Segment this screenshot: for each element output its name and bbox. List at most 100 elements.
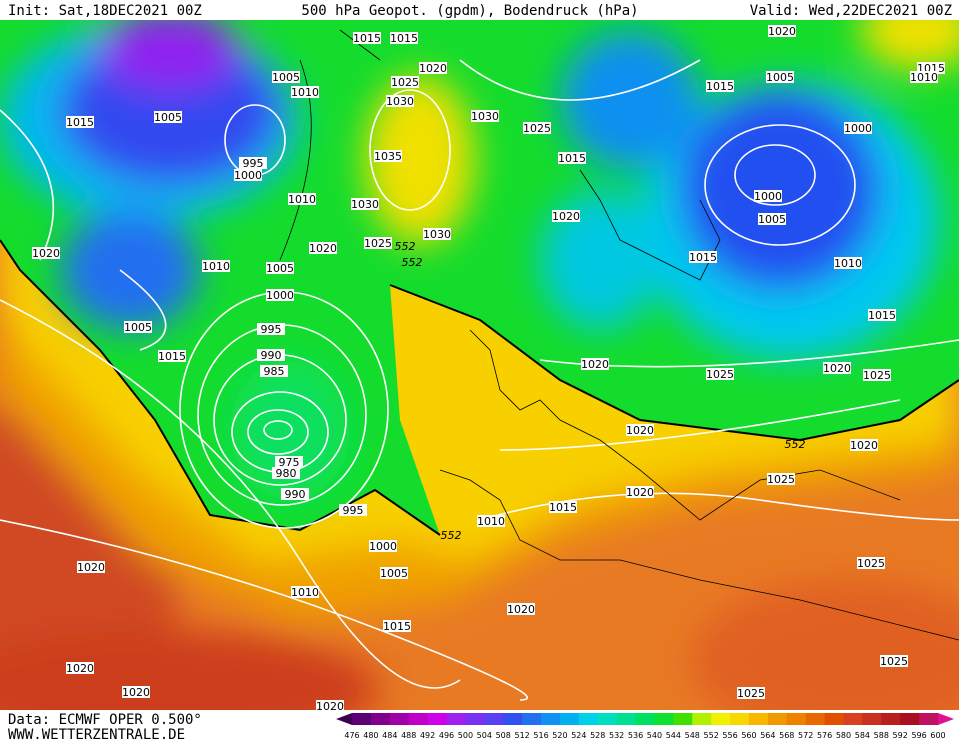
colorbar-arrow-left (336, 713, 352, 725)
label-box (868, 309, 896, 321)
colorbar-box (862, 713, 882, 725)
isobar-label: 1030 (471, 110, 499, 123)
label-box (272, 467, 300, 479)
label-box (910, 71, 938, 83)
label-box (558, 152, 586, 164)
colorbar-box (843, 713, 863, 725)
label-box (122, 686, 150, 698)
label-box (281, 488, 309, 500)
colorbar-box (559, 713, 580, 725)
label-box (857, 557, 885, 569)
label-box (158, 350, 186, 362)
colorbar-label: 548 (685, 731, 700, 740)
label-box (32, 247, 60, 259)
colorbar-label: 528 (590, 731, 605, 740)
isobar-label: 1010 (202, 260, 230, 273)
isobar-label: 1020 (823, 362, 851, 375)
label-box (260, 365, 288, 377)
colorbar-box (541, 713, 561, 725)
height-label: 552 (441, 529, 462, 542)
label-box (202, 260, 230, 272)
data-source: Data: ECMWF OPER 0.500° (8, 712, 202, 728)
colorbar-label: 592 (893, 731, 908, 740)
colorbar-label: 520 (552, 731, 567, 740)
label-box (266, 289, 294, 301)
isobar-label: 1020 (66, 662, 94, 675)
colorbar-box (522, 713, 542, 725)
isobar-label: 1010 (910, 71, 938, 84)
colorbar-label: 516 (533, 731, 548, 740)
label-box (257, 323, 285, 335)
label-box (549, 501, 577, 513)
isobar-label: 1020 (850, 439, 878, 452)
label-box (706, 80, 734, 92)
isobar-label: 1025 (706, 368, 734, 381)
label-box (689, 251, 717, 263)
colorbar-label: 572 (798, 731, 813, 740)
colorbar-label: 544 (666, 731, 681, 740)
label-box (266, 262, 294, 274)
isobar-label: 985 (264, 365, 285, 378)
isobar-label: 1015 (353, 32, 381, 45)
colorbar-box (654, 713, 674, 725)
isobar-label: 1015 (549, 501, 577, 514)
colorbar-label: 560 (741, 731, 756, 740)
isobar-label: 1015 (706, 80, 734, 93)
label-box (626, 486, 654, 498)
isobar-label: 1030 (423, 228, 451, 241)
colorbar-box (692, 713, 712, 725)
colorbar-box (900, 713, 920, 725)
isobar-label: 990 (285, 488, 306, 501)
isobar-label: 1000 (754, 190, 782, 203)
label-box (507, 603, 535, 615)
isobar-label: 1020 (122, 686, 150, 699)
label-box (391, 76, 419, 88)
isobar-label: 1025 (880, 655, 908, 668)
label-box (758, 213, 786, 225)
label-box (766, 71, 794, 83)
isobar-label: 1015 (66, 116, 94, 129)
colorbar-label: 564 (760, 731, 775, 740)
colorbar-box (919, 713, 939, 725)
colorbar-box (597, 713, 618, 725)
site: WWW.WETTERZENTRALE.DE (8, 727, 185, 741)
colorbar-label: 532 (609, 731, 624, 740)
label-box (850, 439, 878, 451)
colorbar-label: 500 (458, 731, 473, 740)
label-box (863, 369, 891, 381)
isobar-label: 1005 (766, 71, 794, 84)
colorbar-label: 580 (836, 731, 851, 740)
colorbar-box (616, 713, 637, 725)
isobar-label: 1015 (390, 32, 418, 45)
colorbar-label: 536 (628, 731, 643, 740)
label-box (272, 71, 300, 83)
height-label: 552 (402, 256, 423, 269)
colorbar-label: 492 (420, 731, 435, 740)
label-box (523, 122, 551, 134)
label-box (291, 86, 319, 98)
isobar-label: 1000 (234, 169, 262, 182)
label-box (351, 198, 379, 210)
label-box (234, 169, 262, 181)
isobar-label: 1015 (868, 309, 896, 322)
colorbar-label: 480 (363, 731, 378, 740)
colorbar-label: 512 (514, 731, 529, 740)
colorbar-label: 556 (722, 731, 737, 740)
label-box (339, 504, 367, 516)
isobar-label: 1020 (552, 210, 580, 223)
isobar-label: 1005 (272, 71, 300, 84)
colorbar-label: 524 (571, 731, 586, 740)
colorbar-label: 508 (496, 731, 511, 740)
isobar-label: 1010 (291, 86, 319, 99)
isobar-label: 975 (279, 456, 300, 469)
map-title: 500 hPa Geopot. (gpdm), Bodendruck (hPa) (301, 3, 638, 19)
init-time: Init: Sat,18DEC2021 00Z (8, 3, 202, 19)
colorbar-label: 588 (874, 731, 889, 740)
height-label: 552 (785, 438, 806, 451)
label-box (66, 116, 94, 128)
isobar-label: 1005 (380, 567, 408, 580)
label-box (124, 321, 152, 333)
label-box (66, 662, 94, 674)
